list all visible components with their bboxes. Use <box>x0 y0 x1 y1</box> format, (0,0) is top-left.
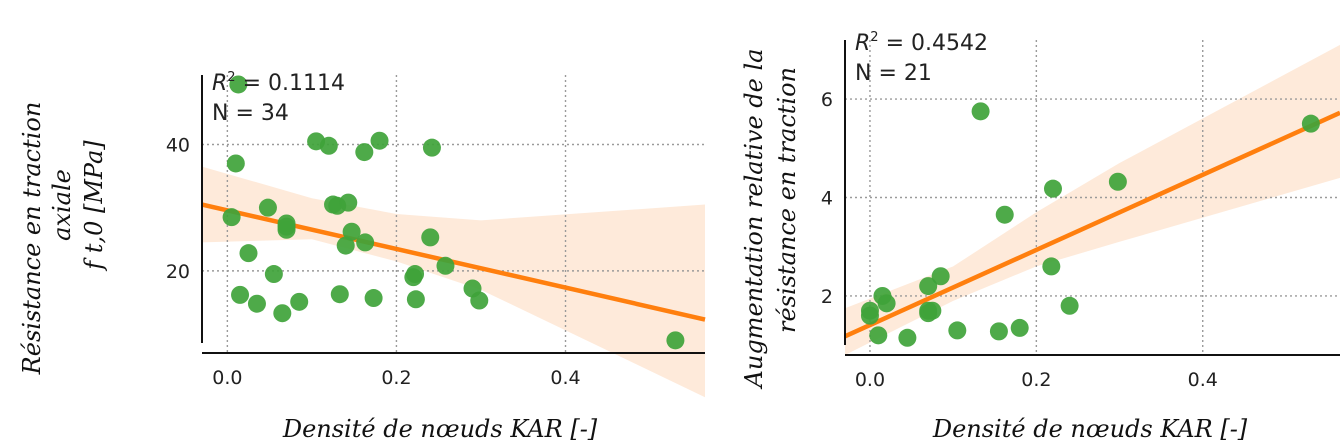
data-point <box>226 154 245 173</box>
data-point <box>273 304 292 323</box>
y-axis-label-line-3: f t,0 [MPa] <box>80 140 108 272</box>
data-point <box>258 198 277 217</box>
x-tick-label: 0.2 <box>381 367 411 389</box>
data-point <box>1010 318 1029 337</box>
data-point <box>336 236 355 255</box>
axes-layer: 0.0 0.2 0.4 2 4 6 <box>821 40 1340 391</box>
y-tick-label: 40 <box>166 135 190 157</box>
data-point <box>342 222 361 241</box>
data-point <box>231 285 250 304</box>
data-point <box>919 277 938 296</box>
r2-annotation: R2 = 0.4542 <box>855 30 988 56</box>
y-tick-label: 6 <box>821 89 833 111</box>
data-point <box>277 217 296 236</box>
y-axis-label-line-1: Augmentation relative de la <box>740 49 768 390</box>
y-axis-label-line-2: résistance en traction <box>773 67 801 333</box>
data-point <box>989 322 1008 341</box>
x-tick-label: 0.4 <box>550 367 580 389</box>
regression-line <box>844 110 1340 339</box>
axes-layer: 0.0 0.2 0.4 20 40 <box>166 75 705 389</box>
data-point <box>356 233 375 252</box>
x-axis-label: Densité de nœuds KAR [-] <box>282 415 598 443</box>
y-tick-label: 4 <box>821 188 833 210</box>
data-point <box>666 331 685 350</box>
n-annotation: N = 21 <box>855 61 932 86</box>
data-point <box>290 292 309 311</box>
data-point <box>406 290 425 309</box>
data-point <box>971 102 990 121</box>
data-point <box>470 291 489 310</box>
data-point <box>923 301 942 320</box>
y-axis-label-line-2: axiale <box>48 169 76 241</box>
y-axis-label: Augmentation relative de la résistance e… <box>740 49 801 390</box>
x-tick-label: 0.0 <box>855 369 885 391</box>
data-point <box>422 138 441 157</box>
n-annotation: N = 34 <box>212 101 289 126</box>
data-point <box>948 321 967 340</box>
x-tick-label: 0.0 <box>212 367 242 389</box>
data-point <box>319 136 338 155</box>
confidence-band <box>845 44 1340 355</box>
confidence-band-layer <box>202 166 705 398</box>
data-point <box>869 326 888 345</box>
data-point <box>995 205 1014 224</box>
y-axis-label: Résistance en traction axiale f t,0 [MPa… <box>18 102 108 376</box>
y-tick-label: 2 <box>821 286 833 308</box>
data-point <box>339 193 358 212</box>
data-point <box>877 294 896 313</box>
x-axis-label: Densité de nœuds KAR [-] <box>932 415 1248 443</box>
x-tick-label: 0.4 <box>1188 369 1218 391</box>
data-point <box>264 265 283 284</box>
data-point <box>370 131 389 150</box>
data-point <box>222 208 241 227</box>
data-point <box>860 306 879 325</box>
right-chart: 0.0 0.2 0.4 2 4 6 R2 = 0.4542 N = 21 Densité … <box>740 30 1340 443</box>
y-axis-label-line-1: Résistance en traction <box>18 102 46 376</box>
data-point <box>355 143 374 162</box>
confidence-band <box>202 166 705 398</box>
r2-annotation: R2 = 0.1114 <box>212 70 345 96</box>
points-layer <box>222 75 685 350</box>
x-tick-label: 0.2 <box>1021 369 1051 391</box>
data-point <box>239 244 258 263</box>
data-point <box>1060 296 1079 315</box>
data-point <box>247 294 266 313</box>
data-point <box>229 75 248 94</box>
points-layer <box>860 102 1320 347</box>
data-point <box>1108 172 1127 191</box>
data-point <box>330 285 349 304</box>
left-chart: 0.0 0.2 0.4 20 40 R2 = 0.1114 N = 34 Densité… <box>18 70 706 443</box>
data-point <box>898 328 917 347</box>
regression-layer <box>844 110 1340 339</box>
confidence-band-layer <box>845 44 1340 355</box>
data-point <box>421 228 440 247</box>
y-tick-label: 20 <box>166 261 190 283</box>
data-point <box>1042 257 1061 276</box>
grid-layer <box>202 75 705 353</box>
data-point <box>1043 179 1062 198</box>
data-point <box>1301 114 1320 133</box>
data-point <box>406 265 425 284</box>
data-point <box>364 289 383 308</box>
data-point <box>436 256 455 275</box>
data-point <box>931 267 950 286</box>
